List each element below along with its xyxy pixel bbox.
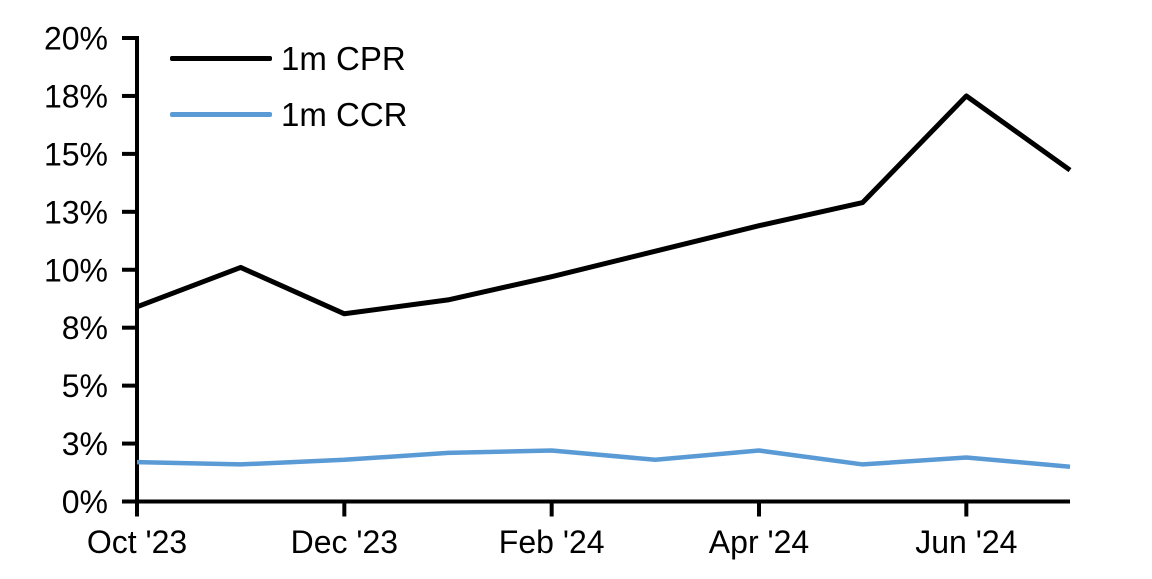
y-axis-tick-label: 20% — [44, 21, 108, 57]
x-axis-tick-label: Oct '23 — [87, 524, 187, 560]
legend-item-1m-ccr: 1m CCR — [170, 98, 408, 131]
x-axis-tick-label: Dec '23 — [291, 524, 399, 560]
legend-swatch-1m-cpr — [170, 56, 272, 61]
y-axis-tick-label: 8% — [62, 310, 108, 346]
chart-legend: 1m CPR 1m CCR — [170, 42, 408, 131]
legend-swatch-1m-ccr — [170, 112, 272, 117]
x-axis-tick-label: Apr '24 — [709, 524, 809, 560]
legend-item-1m-cpr: 1m CPR — [170, 42, 408, 75]
y-axis-tick-label: 10% — [44, 252, 108, 288]
legend-label-1m-ccr: 1m CCR — [281, 96, 408, 133]
y-axis-tick-label: 3% — [62, 426, 108, 462]
legend-label-1m-cpr: 1m CPR — [281, 40, 406, 77]
y-axis-tick-label: 13% — [44, 194, 108, 230]
y-axis-tick-label: 0% — [62, 484, 108, 520]
y-axis-tick-label: 18% — [44, 78, 108, 114]
series-line-1m-cpr — [136, 93, 1072, 317]
y-axis-tick-label: 5% — [62, 368, 108, 404]
x-axis-tick-label: Jun '24 — [915, 524, 1017, 560]
y-axis-tick-label: 15% — [44, 136, 108, 172]
x-axis-tick-label: Feb '24 — [499, 524, 605, 560]
series-line-1m-ccr — [136, 448, 1071, 469]
